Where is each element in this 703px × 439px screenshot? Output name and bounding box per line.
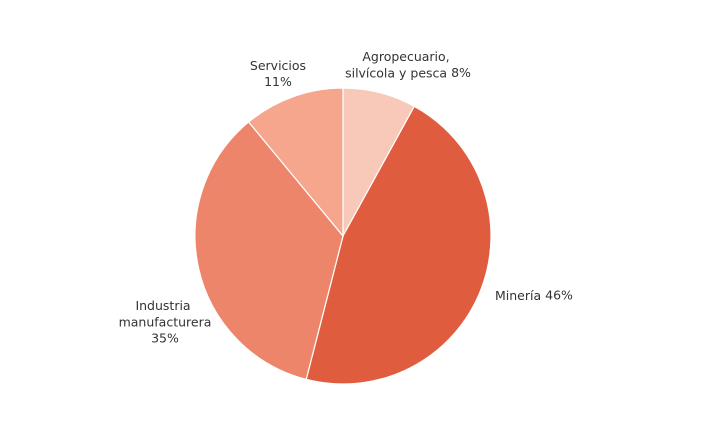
label-line: Servicios bbox=[250, 58, 306, 73]
pie-slice bbox=[194, 121, 344, 381]
slice-label: Industria manufacturera bbox=[119, 298, 212, 330]
value-label: 35% bbox=[151, 331, 179, 346]
label-line: Agropecuario, bbox=[362, 49, 453, 64]
label-line: Minería bbox=[495, 288, 541, 303]
label-line: silvícola y pesca bbox=[345, 65, 447, 80]
label-line: Industria bbox=[135, 298, 194, 313]
pie-slice bbox=[305, 105, 492, 385]
slice-label: Agropecuario, silvícola y pesca bbox=[345, 49, 454, 81]
label-line: manufacturera bbox=[119, 314, 212, 329]
value-label: 8% bbox=[451, 65, 471, 80]
slice-label: Servicios bbox=[250, 58, 306, 73]
value-label: 46% bbox=[545, 288, 573, 303]
pie-slice bbox=[247, 87, 344, 238]
slice-label: Minería bbox=[495, 288, 541, 303]
value-label: 11% bbox=[264, 74, 292, 89]
